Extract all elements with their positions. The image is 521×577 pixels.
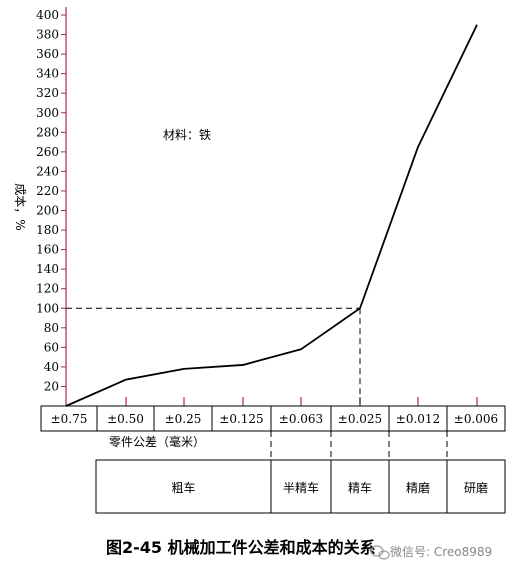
cost-series-line [65, 24, 478, 407]
y-axis-label: 成本，% [13, 183, 27, 230]
y-tick-label: 80 [44, 321, 59, 335]
watermark-text: 微信号: Creo8989 [390, 545, 492, 559]
tolerance-table: ±0.75 ±0.50 ±0.25 ±0.125 ±0.063 ±0.025 ±0.012 ±… [40, 405, 506, 514]
y-tick-label: 320 [36, 86, 59, 100]
y-tick-label: 300 [36, 106, 59, 120]
tolerance-row-border [40, 405, 506, 432]
x-axis-label: 零件公差（毫米） [109, 434, 205, 449]
process-label: 粗车 [171, 480, 195, 495]
process-row-border [95, 459, 506, 514]
y-tick-label: 340 [36, 67, 59, 81]
process-label: 半精车 [283, 480, 319, 495]
tolerance-cell: ±0.75 [51, 412, 88, 426]
y-axis: 20 40 60 80 100 120 140 160 180 200 220 240 260 280 30… [36, 7, 67, 406]
tolerance-cell: ±0.063 [279, 412, 323, 426]
figure-caption: 图2-45 机械加工件公差和成本的关系 [106, 538, 376, 557]
wechat-icon [370, 545, 390, 560]
y-tick-label: 380 [36, 28, 59, 42]
y-tick-label: 280 [36, 125, 59, 139]
y-tick-label: 20 [44, 379, 59, 393]
process-label: 精磨 [406, 481, 430, 495]
y-tick-label: 360 [36, 47, 59, 61]
tolerance-cell: ±0.50 [107, 412, 144, 426]
y-tick-label: 40 [44, 360, 59, 374]
y-tick-label: 180 [36, 223, 59, 237]
y-tick-label: 100 [36, 301, 59, 315]
y-tick-label: 220 [36, 184, 59, 198]
y-tick-label: 160 [36, 243, 59, 257]
y-tick-label: 240 [36, 164, 59, 178]
material-annotation: 材料：铁 [163, 128, 211, 142]
tolerance-cell: ±0.006 [454, 412, 498, 426]
tolerance-cell: ±0.025 [338, 412, 382, 426]
plot-area [65, 24, 478, 407]
y-tick-label: 200 [36, 204, 59, 218]
process-label: 精车 [348, 480, 372, 495]
tolerance-cell: ±0.125 [219, 412, 263, 426]
x-axis [125, 397, 478, 406]
y-tick-label: 140 [36, 262, 59, 276]
tolerance-cell: ±0.012 [396, 412, 440, 426]
y-tick-label: 400 [36, 8, 59, 22]
y-tick-label: 260 [36, 145, 59, 159]
y-tick-label: 60 [44, 340, 59, 354]
y-tick-label: 120 [36, 282, 59, 296]
process-label: 研磨 [464, 481, 488, 495]
watermark: 微信号: Creo8989 [370, 545, 492, 560]
tolerance-cell: ±0.25 [165, 412, 202, 426]
